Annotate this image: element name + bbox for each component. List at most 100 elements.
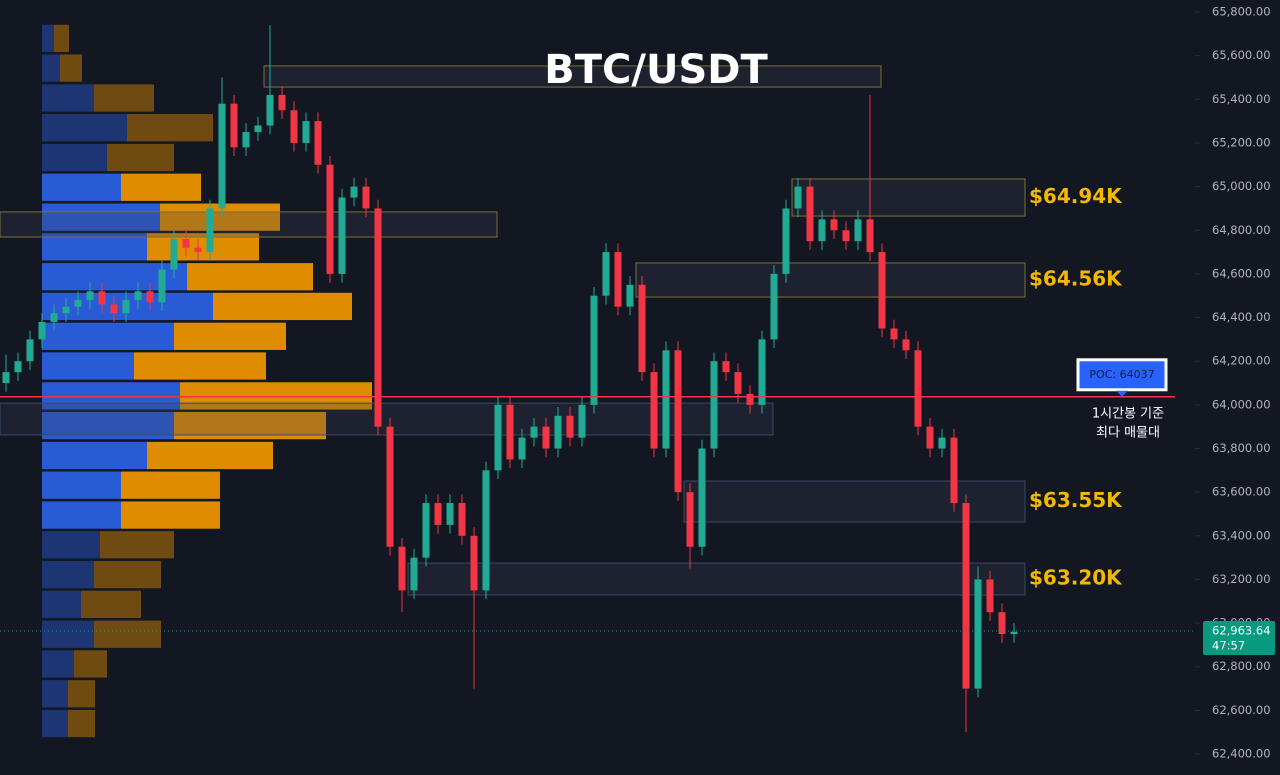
profile-sell [180,382,372,410]
profile-buy [42,441,147,470]
profile-sell [74,650,107,678]
profile-buy [42,620,94,648]
candle-body [14,361,22,373]
profile-buy [42,501,121,529]
candle-body [566,415,574,438]
profile-buy [42,590,81,618]
profile-buy [42,233,147,261]
y-tick-label: 62,600.00 [1212,703,1271,717]
y-tick-label: 63,600.00 [1212,485,1271,499]
candle-body [386,426,394,547]
profile-buy [42,561,94,589]
profile-sell [174,322,286,350]
candle-body [278,94,286,111]
candle-body [194,247,202,253]
candle-body [626,284,634,307]
profile-sell [187,263,313,291]
candle-body [62,306,70,314]
profile-buy [42,203,160,231]
candle-body [914,350,922,427]
profile-sell [121,173,201,201]
candle-body [266,94,274,126]
candle-body [206,208,214,253]
candle-body [218,103,226,209]
profile-sell [100,531,174,559]
candle-body [338,197,346,274]
candle-body [806,186,814,242]
zone [683,480,1026,523]
candle-body [410,557,418,591]
poc-label: POC: 64037 [1089,368,1154,381]
profile-sell [81,590,141,618]
candle-body [26,339,34,362]
y-tick-label: 64,200.00 [1212,354,1271,368]
candle-body [362,186,370,209]
profile-buy [42,114,127,142]
candle-body [374,208,382,427]
candle-body [146,291,154,303]
candle-body [782,208,790,274]
candle-body [662,350,670,449]
candle-body [974,579,982,689]
candle-body [434,503,442,525]
y-tick-label: 63,200.00 [1212,572,1271,586]
candle-body [674,350,682,493]
zone [635,262,1026,298]
candle-body [158,269,166,303]
profile-sell [54,24,69,53]
chart-title: BTC/USDT [544,47,768,93]
profile-buy [42,54,60,82]
y-tick-label: 65,400.00 [1212,92,1271,106]
profile-buy [42,84,94,112]
candle-body [638,284,646,373]
candle-body [770,273,778,340]
profile-sell [134,352,266,380]
profile-buy [42,709,68,738]
profile-sell [147,441,273,470]
candle-body [554,415,562,449]
candle-body [746,393,754,405]
profile-sell [107,143,174,172]
candle-body [830,219,838,231]
candle-body [710,361,718,449]
candle-body [398,546,406,591]
candle-body [302,121,310,143]
profile-buy [42,352,134,380]
zone [791,178,1026,217]
profile-sell [94,620,161,648]
candle-body [242,132,250,148]
candle-body [470,535,478,591]
candle-body [650,372,658,449]
profile-sell [94,561,161,589]
annotation: 최다 매물대 [1096,425,1160,440]
profile-buy [42,322,174,350]
candle-body [890,328,898,340]
profile-sell [68,709,95,738]
y-tick-label: 63,800.00 [1212,441,1271,455]
candle-body [422,503,430,558]
candle-body [98,291,106,305]
zone-label: $64.94K [1029,184,1123,208]
candle-body [758,339,766,405]
candle-body [38,321,46,340]
y-tick-label: 62,400.00 [1212,747,1271,761]
candle-body [878,252,886,329]
profile-buy [42,650,74,678]
poc-box [1076,358,1168,392]
candle-body [254,125,262,133]
candle-body [530,426,538,438]
zone-label: $63.20K [1029,566,1123,590]
y-tick-label: 64,800.00 [1212,223,1271,237]
profile-buy [42,531,100,559]
candle-body [2,372,10,384]
profile-buy [42,143,107,172]
y-tick-label: 62,800.00 [1212,659,1271,673]
candle-body [998,612,1006,635]
profile-sell [127,114,213,142]
y-tick-label: 65,200.00 [1212,135,1271,149]
candle-body [506,404,514,460]
candle-body [698,448,706,547]
candle-body [938,437,946,449]
candle-body [818,219,826,242]
